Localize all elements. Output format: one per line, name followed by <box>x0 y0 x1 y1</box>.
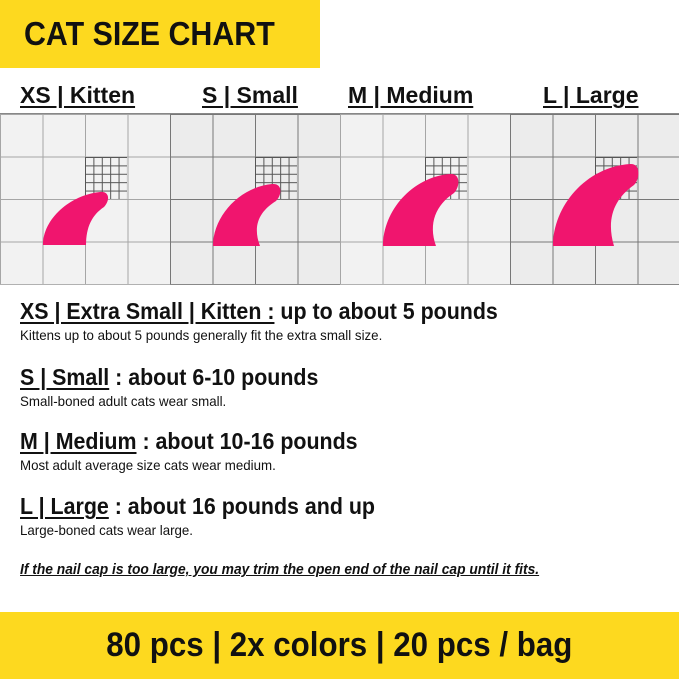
package-info: 80 pcs | 2x colors | 20 pcs / bag <box>106 626 573 664</box>
size-label: S | Small <box>20 364 110 390</box>
size-weight: : about 6-10 pounds <box>109 364 319 390</box>
size-weight: : about 10-16 pounds <box>136 428 358 454</box>
size-header-m: M | Medium <box>348 82 474 108</box>
size-item-xs: XS | Extra Small | Kitten : up to about … <box>20 298 534 343</box>
nail-cap-s <box>213 183 281 246</box>
page-title: CAT SIZE CHART <box>24 15 275 52</box>
size-header-l: L | Large <box>543 82 639 108</box>
size-weight: : about 16 pounds and up <box>108 493 375 519</box>
size-comparison-image <box>0 113 679 286</box>
size-description: Kittens up to about 5 pounds generally f… <box>20 327 383 343</box>
nail-cap-m <box>383 173 459 246</box>
size-header-xs: XS | Kitten <box>20 82 136 108</box>
fine-grid <box>85 157 127 199</box>
size-label: M | Medium <box>20 428 137 454</box>
nail-cap-l <box>553 163 639 246</box>
size-item-s: S | Small : about 6-10 pounds Small-bone… <box>20 364 341 409</box>
nail-cap-xs <box>43 191 109 245</box>
size-description: Small-boned adult cats wear small. <box>20 393 227 409</box>
footer-banner: 80 pcs | 2x colors | 20 pcs / bag <box>0 612 679 679</box>
size-header-s: S | Small <box>202 82 298 108</box>
size-item-l: L | Large : about 16 pounds and up Large… <box>20 493 402 538</box>
size-label: XS | Extra Small | Kitten : <box>20 298 275 324</box>
title-banner: CAT SIZE CHART <box>0 0 320 68</box>
size-item-m: M | Medium : about 10-16 pounds Most adu… <box>20 428 383 473</box>
trim-note: If the nail cap is too large, you may tr… <box>20 561 540 578</box>
size-description: Most adult average size cats wear medium… <box>20 457 276 473</box>
size-label: L | Large <box>20 493 109 519</box>
size-description: Large-boned cats wear large. <box>20 522 194 538</box>
size-weight: up to about 5 pounds <box>274 298 498 324</box>
